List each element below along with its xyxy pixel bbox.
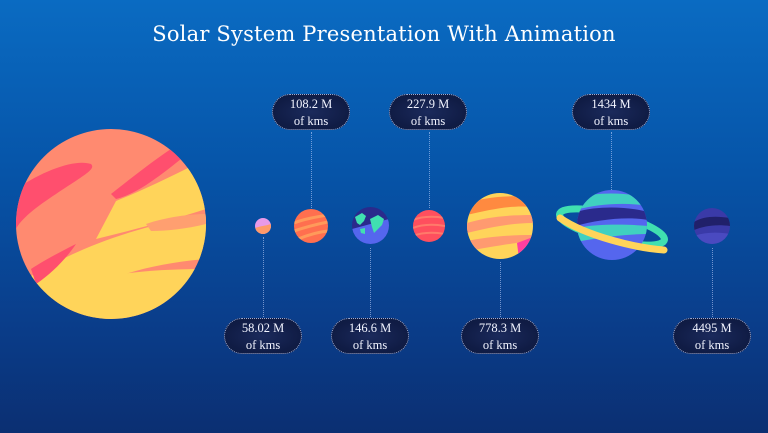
saturn-planet-icon	[556, 190, 668, 260]
mars-distance-unit: of kms	[410, 114, 446, 128]
neptune-distance-value: 4495 M	[692, 321, 732, 335]
mars-connector-line	[429, 132, 430, 208]
earth-distance-unit: of kms	[352, 338, 388, 352]
venus-planet-icon	[294, 209, 328, 243]
jupiter-connector-line	[500, 262, 501, 317]
earth-distance-label: 146.6 M of kms	[331, 318, 409, 354]
neptune-distance-label: 4495 M of kms	[673, 318, 751, 354]
slide-title: Solar System Presentation With Animation	[152, 22, 616, 46]
jupiter-distance-unit: of kms	[482, 338, 518, 352]
neptune-connector-line	[712, 248, 713, 317]
saturn-connector-line	[611, 132, 612, 190]
earth-connector-line	[370, 248, 371, 317]
saturn-distance-value: 1434 M	[591, 97, 631, 111]
jupiter-distance-value: 778.3 M	[478, 321, 522, 335]
venus-distance-value: 108.2 M	[289, 97, 333, 111]
neptune-planet-icon	[694, 208, 730, 244]
mercury-distance-label: 58.02 M of kms	[224, 318, 302, 354]
mercury-connector-line	[263, 237, 264, 317]
jupiter-planet-icon	[467, 193, 533, 259]
mercury-planet-icon	[255, 218, 271, 234]
sun-planet-icon	[16, 129, 206, 319]
mars-distance-value: 227.9 M	[406, 97, 450, 111]
neptune-distance-unit: of kms	[694, 338, 730, 352]
venus-distance-unit: of kms	[293, 114, 329, 128]
earth-distance-value: 146.6 M	[348, 321, 392, 335]
earth-planet-icon	[352, 207, 389, 244]
mercury-distance-unit: of kms	[245, 338, 281, 352]
mars-planet-icon	[413, 210, 445, 242]
saturn-distance-unit: of kms	[593, 114, 629, 128]
venus-connector-line	[311, 132, 312, 208]
jupiter-distance-label: 778.3 M of kms	[461, 318, 539, 354]
saturn-distance-label: 1434 M of kms	[572, 94, 650, 130]
venus-distance-label: 108.2 M of kms	[272, 94, 350, 130]
mercury-distance-value: 58.02 M	[241, 321, 285, 335]
mars-distance-label: 227.9 M of kms	[389, 94, 467, 130]
